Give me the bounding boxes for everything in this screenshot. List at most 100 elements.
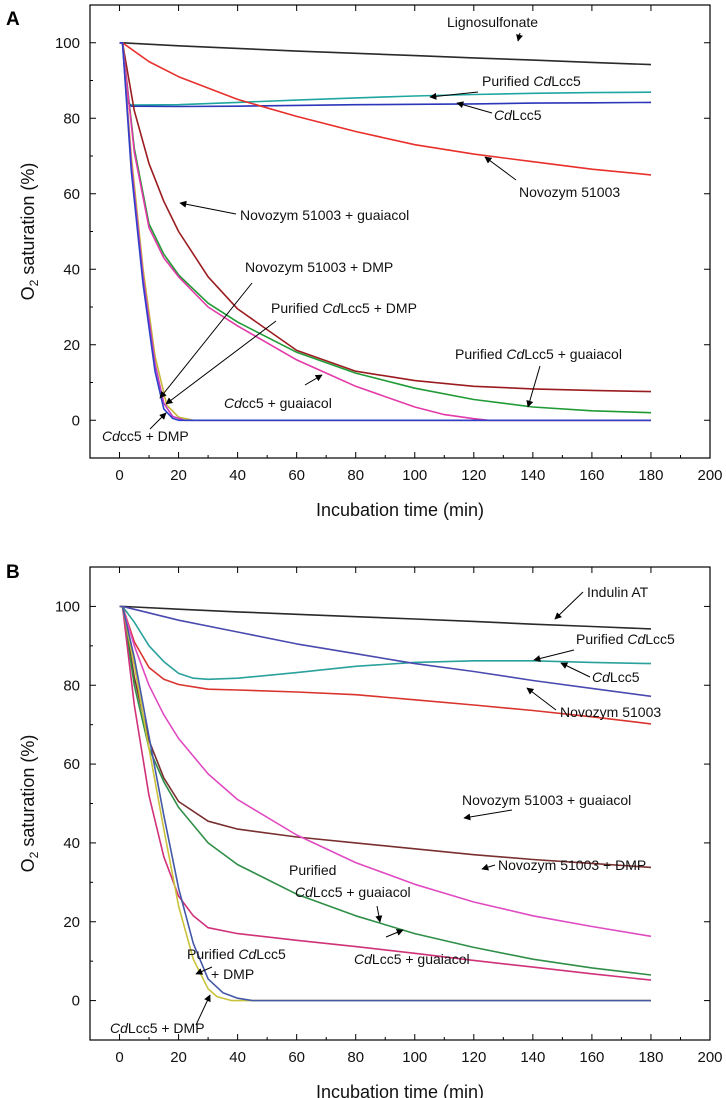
y-tick-label: 20: [63, 337, 80, 354]
annotation-arrow: [195, 994, 211, 1026]
annotation-novozym-51003-guaiacol: Novozym 51003 + guaiacol: [462, 792, 631, 808]
x-tick-label: 40: [229, 467, 246, 484]
annotation-cdlcc5: CdLcc5: [494, 107, 542, 123]
annotation-novozym-51003-dmp: Novozym 51003 + DMP: [245, 259, 393, 275]
y-axis-label: O2 saturation (%): [18, 735, 41, 873]
annotation-arrow: [481, 863, 496, 871]
x-tick-label: 180: [638, 1049, 663, 1066]
annotation-arrow: [179, 200, 237, 215]
annotation-arrow: [484, 156, 517, 181]
panel-a: A 0 20 40 60 80 100 120 140 160 180 200 0 20 40 60 80 100…: [6, 4, 723, 520]
x-tick-label: 60: [288, 467, 305, 484]
annotation-cdcc5-dmp: Cdcc5 + DMP: [102, 428, 189, 444]
y-tick-label: 100: [55, 35, 80, 52]
y-tick-label: 40: [63, 261, 80, 278]
y-tick-label: 60: [63, 186, 80, 203]
annotation-cdcc5-guaiacol: Cdcc5 + guaiacol: [224, 395, 332, 411]
annotation-arrow: [533, 649, 575, 662]
annotation-arrow: [526, 365, 541, 408]
plot-frame: [89, 4, 711, 459]
series-line-novozym-51003-guaiacol: [119, 605, 652, 869]
annotation-arrow: [149, 412, 167, 430]
panel-label: B: [6, 562, 20, 583]
x-tick-label: 160: [579, 1049, 604, 1066]
annotation-arrow: [165, 320, 277, 405]
series-line-novozym-51003-dmp: [119, 41, 651, 422]
annotation-arrow: [375, 905, 383, 923]
annotation-arrow: [560, 662, 591, 678]
series-line-cdlcc5: [119, 605, 652, 698]
annotation-purified-cdlcc5: Purified CdLcc5: [482, 73, 581, 89]
x-tick-label: 120: [461, 1049, 486, 1066]
annotation-arrow: [526, 687, 557, 711]
annotation-arrow: [159, 282, 253, 399]
y-tick-label: 60: [63, 756, 80, 773]
series-line-purified-cdlcc5: [119, 605, 652, 681]
series-line-novozym-51003-guaiacol: [119, 41, 652, 393]
y-tick-label: 100: [55, 598, 80, 615]
x-tick-label: 40: [229, 1049, 246, 1066]
annotation-arrow: [516, 32, 523, 42]
annotation-lignosulfonate: Lignosulfonate: [447, 14, 538, 30]
series-line-novozym-51003-dmp: [119, 605, 652, 938]
y-tick-label: 0: [72, 993, 80, 1010]
annotation-dmp: + DMP: [211, 966, 254, 982]
series-line-lignosulfonate: [119, 41, 652, 66]
y-tick-label: 80: [63, 677, 80, 694]
series-line-cdcc5-guaiacol: [119, 41, 651, 422]
x-tick-label: 100: [402, 467, 427, 484]
x-tick-label: 80: [347, 467, 364, 484]
annotation-arrow: [304, 374, 323, 386]
annotation-indulin-at: Indulin AT: [587, 584, 649, 600]
annotation-novozym-51003-dmp: Novozym 51003 + DMP: [498, 857, 646, 873]
series-line-purified-cdlcc5-dmp: [119, 41, 651, 422]
panel-b: B 0 20 40 60 80 100 120 140 160 180 200 0 20 40 60 80 100…: [6, 562, 723, 1098]
series-line-purified-cdlcc5-dmp: [119, 605, 651, 1002]
annotation-cdlcc5-guaiacol: CdLcc5 + guaiacol: [295, 884, 411, 900]
x-tick-label: 200: [697, 1049, 722, 1066]
annotation-arrow: [385, 929, 404, 938]
y-tick-label: 40: [63, 835, 80, 852]
series-line-cdlcc5-dmp: [119, 605, 651, 1002]
annotation-novozym-51003: Novozym 51003: [560, 704, 661, 720]
y-tick-label: 80: [63, 110, 80, 127]
x-axis-label: Incubation time (min): [316, 1082, 484, 1098]
annotation-arrow: [195, 966, 213, 975]
annotation-cdlcc5-dmp: CdLcc5 + DMP: [110, 1020, 205, 1036]
annotation-purified-cdlcc5-guaiacol: Purified CdLcc5 + guaiacol: [455, 346, 622, 362]
x-tick-label: 0: [115, 467, 123, 484]
series-line-novozym-51003: [119, 605, 652, 725]
x-tick-label: 20: [170, 1049, 187, 1066]
x-tick-label: 100: [402, 1049, 427, 1066]
x-tick-label: 120: [461, 467, 486, 484]
x-tick-label: 140: [520, 1049, 545, 1066]
annotation-arrow: [429, 91, 479, 100]
annotation-arrow: [463, 809, 513, 821]
annotation-purified: Purified: [289, 862, 336, 878]
annotation-cdlcc5-guaiacol: CdLcc5 + guaiacol: [354, 951, 470, 967]
x-tick-label: 140: [520, 467, 545, 484]
x-tick-label: 200: [697, 467, 722, 484]
annotation-purified-cdlcc5: Purified CdLcc5: [576, 631, 675, 647]
annotation-novozym-51003: Novozym 51003: [519, 184, 620, 200]
annotation-arrow: [554, 591, 584, 620]
y-axis-label: O2 saturation (%): [18, 163, 41, 301]
series-line-purified-cdlcc5-guaiacol: [119, 605, 652, 976]
x-tick-label: 60: [288, 1049, 305, 1066]
series-line-cdcc5-dmp: [119, 41, 651, 422]
x-tick-label: 180: [638, 467, 663, 484]
series-line-cdlcc5-guaiacol: [119, 605, 652, 981]
series-line-indulin-at: [119, 605, 652, 630]
x-tick-label: 20: [170, 467, 187, 484]
y-tick-label: 20: [63, 914, 80, 931]
annotation-arrow: [456, 101, 493, 114]
x-tick-label: 160: [579, 467, 604, 484]
x-axis-label: Incubation time (min): [316, 500, 484, 520]
series-line-novozym-51003: [119, 41, 652, 176]
annotation-novozym-51003-guaiacol: Novozym 51003 + guaiacol: [240, 207, 409, 223]
annotation-purified-cdlcc5-dmp: Purified CdLcc5 + DMP: [271, 300, 417, 316]
annotation-cdlcc5: CdLcc5: [592, 669, 640, 685]
y-tick-label: 0: [72, 412, 80, 429]
panel-label: A: [6, 9, 20, 30]
